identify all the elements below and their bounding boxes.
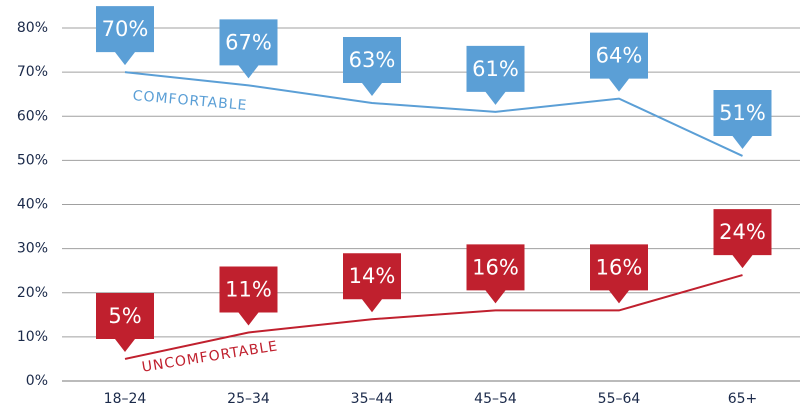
callout-box [590,32,648,92]
data-label: 16% [472,255,519,279]
y-tick-label: 60% [17,108,48,124]
series-line [124,274,743,360]
callout-box [713,89,772,149]
data-label: 24% [719,220,766,244]
data-label: 70% [102,17,149,41]
callout-box [343,253,401,313]
callout-box [96,6,154,66]
y-tick-label: 40% [17,197,48,213]
callout-box [713,209,772,269]
data-label: 51% [719,101,766,125]
data-label: 14% [349,264,396,288]
y-tick-label: 10% [17,329,48,345]
callout-box [590,244,648,304]
data-label: 64% [596,44,643,68]
callout-box [219,19,278,79]
series-label: UNCOMFORTABLE [141,338,279,375]
y-tick-label: 50% [17,152,48,168]
callout: 61% [466,45,525,105]
y-tick-label: 20% [17,285,48,301]
y-tick-label: 80% [17,20,48,36]
callout: 5% [96,292,154,352]
callout: 70% [96,6,154,66]
callout-box [466,244,525,304]
y-tick-label: 70% [17,64,48,80]
callout: 11% [219,266,278,326]
callout: 16% [466,244,525,304]
callout: 51% [713,89,772,149]
y-tick-label: 0% [26,373,48,389]
callout-box [219,266,278,326]
x-tick-label: 35–44 [351,391,394,407]
x-tick-label: 55–64 [598,391,641,407]
callout: 14% [343,253,401,313]
x-tick-label: 25–34 [227,391,270,407]
callout: 64% [590,32,648,92]
data-label: 61% [472,57,519,81]
data-label: 63% [349,48,396,72]
data-label: 16% [596,255,643,279]
data-label: 67% [225,30,272,54]
data-label: 11% [225,277,272,301]
callout-box [96,292,154,352]
series-label: COMFORTABLE [132,88,248,114]
data-label: 5% [108,304,141,328]
callout-box [466,45,525,105]
x-tick-label: 18–24 [104,391,147,407]
callout-box [343,37,401,97]
x-tick-label: 65+ [728,391,758,407]
x-tick-label: 45–54 [474,391,517,407]
y-tick-label: 30% [17,241,48,257]
callout: 16% [590,244,648,304]
series-line [124,71,743,157]
callout: 67% [219,19,278,79]
callout: 24% [713,209,772,269]
callout: 63% [343,37,401,97]
